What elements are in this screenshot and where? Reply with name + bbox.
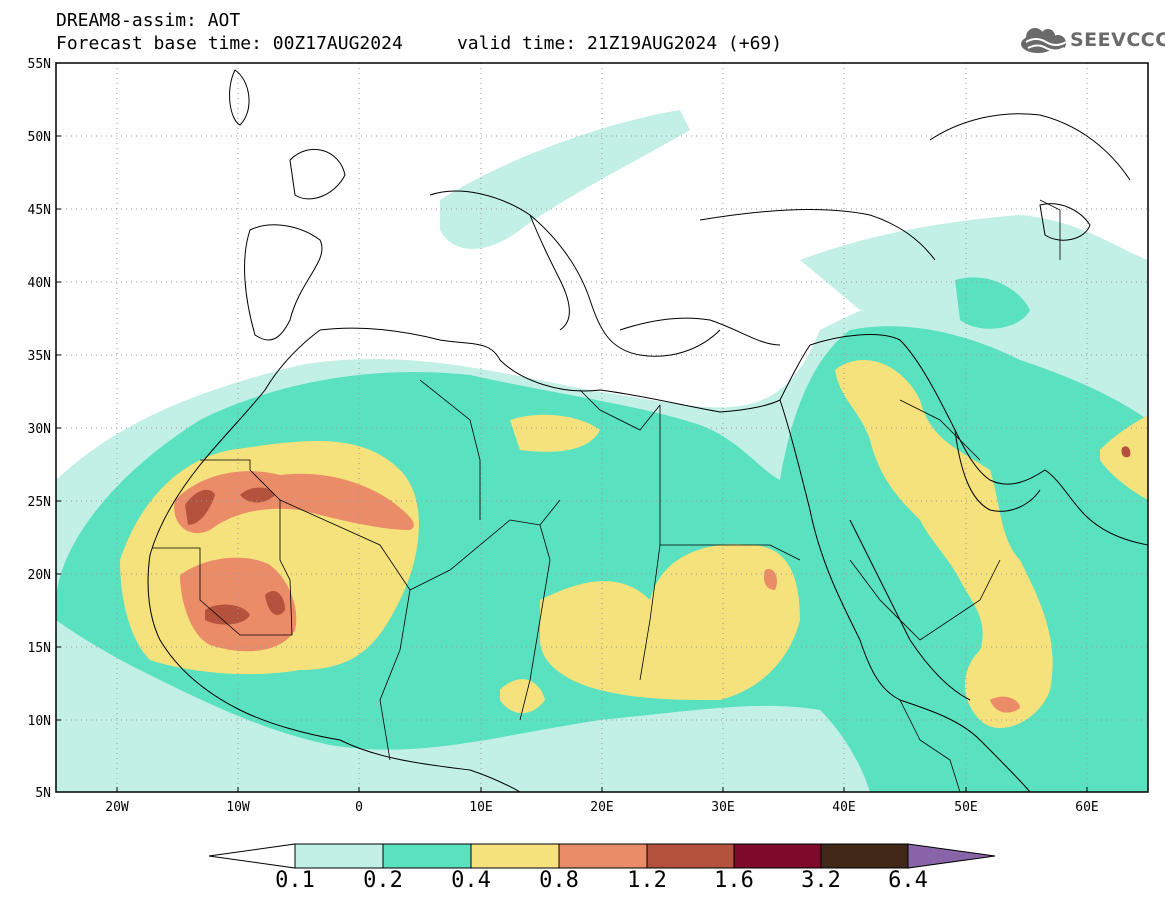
lat-labels: 55N 50N 45N 40N 35N 30N 25N 20N 15N 10N … (28, 57, 51, 801)
lat-label: 45N (28, 203, 51, 218)
colorbar-label: 0.1 (275, 868, 315, 893)
colorbar-swatch (646, 843, 735, 869)
colorbar-swatch (382, 843, 472, 869)
colorbar-label: 1.6 (714, 868, 754, 893)
lat-label: 50N (28, 130, 51, 145)
lon-label: 20W (105, 800, 129, 815)
colorbar-label: 0.8 (539, 868, 579, 893)
colorbar (208, 843, 996, 869)
lat-label: 5N (35, 786, 51, 801)
valid-time: valid time: 21Z19AUG2024 (+69) (456, 33, 783, 54)
tick-marks (56, 62, 1088, 793)
colorbar-over-arrow (907, 843, 996, 869)
lat-label: 25N (28, 495, 51, 510)
seevccc-logo (1021, 28, 1067, 53)
colorbar-label: 0.2 (363, 868, 403, 893)
lon-label: 60E (1075, 800, 1098, 815)
colorbar-label: 6.4 (888, 868, 928, 893)
colorbar-swatch (820, 843, 909, 869)
colorbar-swatch (558, 843, 648, 869)
lat-label: 30N (28, 422, 51, 437)
aot-band-0.8 (174, 471, 1020, 713)
lon-label: 0 (355, 800, 363, 815)
country-borders (152, 199, 1061, 792)
lat-label: 15N (28, 641, 51, 656)
lat-label: 40N (28, 276, 51, 291)
lon-label: 30E (711, 800, 734, 815)
lon-label: 20E (590, 800, 613, 815)
lon-labels: 20W 10W 0 10E 20E 30E 40E 50E 60E (105, 800, 1098, 815)
lat-label: 35N (28, 349, 51, 364)
colorbar-label: 0.4 (451, 868, 491, 893)
lon-label: 50E (954, 800, 977, 815)
graticule (56, 63, 1148, 792)
colorbar-swatch (733, 843, 822, 869)
map-title: DREAM8-assim: AOT (56, 10, 241, 31)
coastlines (147, 69, 1148, 792)
colorbar-label: 1.2 (627, 868, 667, 893)
lon-label: 40E (832, 800, 855, 815)
lat-label: 10N (28, 714, 51, 729)
colorbar-label: 3.2 (801, 868, 841, 893)
lat-label: 55N (28, 57, 51, 72)
map-subtitle: Forecast base time: 00Z17AUG2024 valid t… (56, 33, 782, 55)
lon-label: 10W (226, 800, 250, 815)
lon-label: 10E (469, 800, 492, 815)
aot-band-1.2 (185, 446, 1131, 625)
logo-text: SEEVCCC (1070, 29, 1165, 51)
colorbar-swatch (470, 843, 560, 869)
colorbar-swatch (294, 843, 384, 869)
lat-label: 20N (28, 568, 51, 583)
forecast-base-time: Forecast base time: 00Z17AUG2024 (56, 33, 403, 54)
colorbar-under-arrow (208, 843, 296, 869)
